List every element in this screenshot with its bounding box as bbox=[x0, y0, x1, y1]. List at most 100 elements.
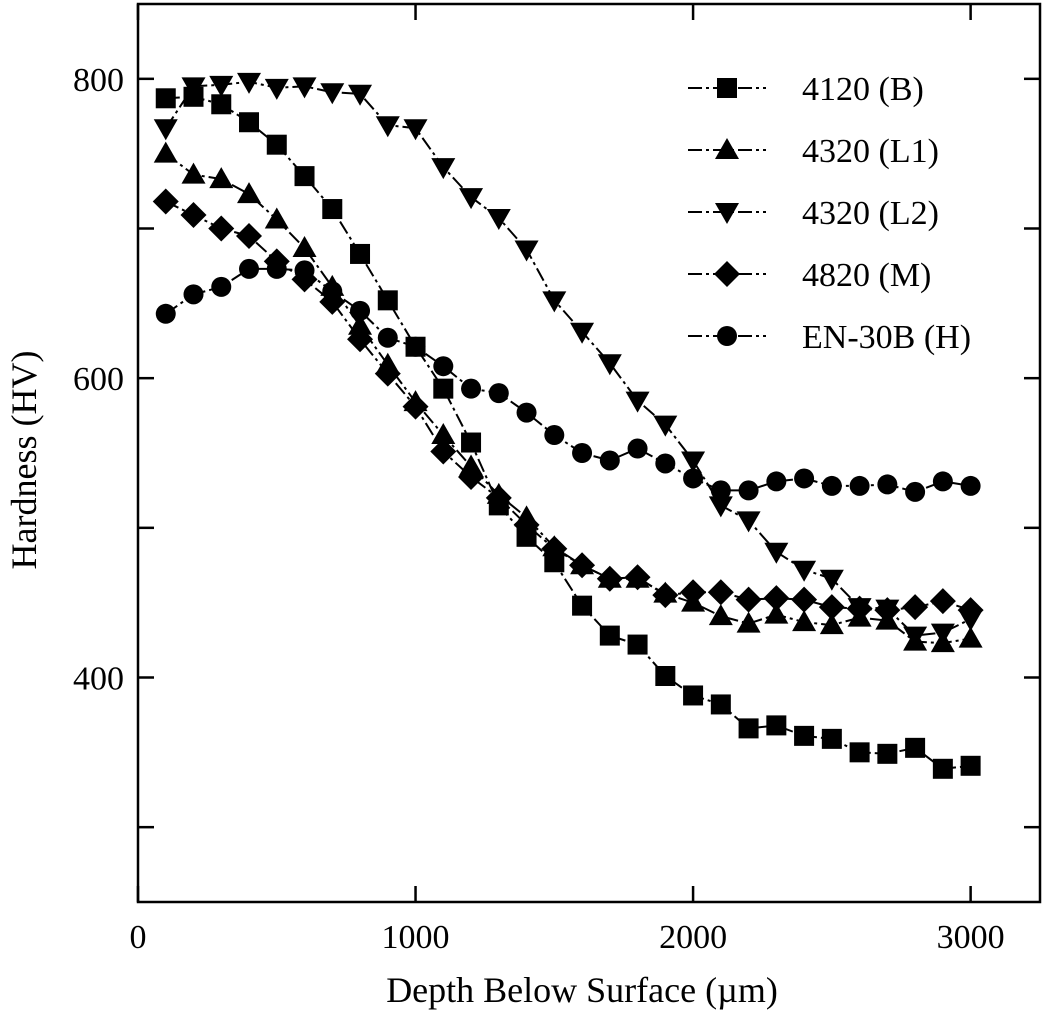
legend-entry: EN-30B (H) bbox=[688, 319, 971, 356]
data-point bbox=[433, 378, 454, 399]
data-point bbox=[905, 737, 926, 758]
data-point bbox=[211, 276, 232, 297]
data-point bbox=[377, 327, 398, 348]
data-point bbox=[541, 535, 568, 562]
data-point bbox=[655, 453, 676, 474]
data-point bbox=[905, 481, 926, 502]
data-point bbox=[350, 300, 371, 321]
data-point bbox=[736, 611, 761, 633]
y-tick-label: 800 bbox=[73, 62, 124, 99]
series-line bbox=[165, 152, 971, 645]
data-point bbox=[596, 565, 623, 592]
data-point bbox=[625, 391, 650, 413]
data-point bbox=[738, 718, 759, 739]
data-point bbox=[403, 119, 428, 141]
data-point bbox=[181, 77, 206, 99]
data-point bbox=[208, 215, 235, 242]
data-point bbox=[405, 336, 426, 357]
legend-marker bbox=[717, 326, 737, 346]
data-point bbox=[237, 182, 262, 204]
legend-marker bbox=[715, 203, 739, 224]
data-point bbox=[430, 438, 457, 465]
data-point bbox=[239, 258, 260, 279]
data-point bbox=[819, 569, 844, 591]
series-layer bbox=[152, 72, 984, 779]
series-0 bbox=[155, 86, 981, 779]
data-point bbox=[153, 119, 178, 141]
data-point bbox=[627, 634, 648, 655]
legend: 4120 (B) 4320 (L1) 4320 (L2) 4820 (M) EN-30B… bbox=[688, 71, 971, 356]
data-point bbox=[903, 626, 928, 648]
data-point bbox=[818, 594, 845, 621]
data-point bbox=[348, 84, 373, 106]
axes-layer: 0 1000 2000 3000 400 600 800 bbox=[73, 4, 1040, 956]
data-point bbox=[655, 666, 676, 687]
x-tick-label: 3000 bbox=[937, 919, 1005, 956]
y-axis-label: Hardness (HV) bbox=[4, 351, 44, 570]
data-point bbox=[821, 475, 842, 496]
data-point bbox=[152, 188, 179, 215]
data-point bbox=[155, 88, 176, 109]
data-point bbox=[514, 240, 539, 262]
data-point bbox=[683, 468, 704, 489]
data-point bbox=[707, 579, 734, 606]
plot-frame bbox=[136, 2, 1042, 904]
data-point bbox=[209, 75, 234, 97]
data-point bbox=[957, 597, 984, 624]
data-point bbox=[738, 480, 759, 501]
data-point bbox=[624, 564, 651, 591]
legend-label: 4320 (L2) bbox=[802, 195, 939, 232]
data-point bbox=[375, 116, 400, 138]
data-point bbox=[488, 383, 509, 404]
data-point bbox=[459, 188, 484, 210]
data-point bbox=[153, 141, 178, 163]
data-point bbox=[348, 313, 373, 335]
legend-label: 4120 (B) bbox=[802, 71, 924, 108]
data-point bbox=[710, 694, 731, 715]
legend-marker bbox=[717, 78, 737, 98]
data-point bbox=[960, 475, 981, 496]
data-point bbox=[599, 450, 620, 471]
data-point bbox=[736, 511, 761, 533]
series-3 bbox=[152, 188, 984, 624]
data-point bbox=[350, 243, 371, 264]
data-point bbox=[237, 72, 262, 94]
data-point bbox=[763, 585, 790, 612]
data-point bbox=[794, 468, 815, 489]
data-point bbox=[572, 595, 593, 616]
data-point bbox=[792, 560, 817, 582]
data-point bbox=[764, 542, 789, 564]
data-point bbox=[708, 496, 733, 518]
data-point bbox=[239, 112, 260, 133]
data-point bbox=[209, 167, 234, 189]
data-point bbox=[572, 443, 593, 463]
data-point bbox=[958, 626, 983, 648]
data-point bbox=[819, 613, 844, 635]
data-point bbox=[292, 77, 317, 99]
data-point bbox=[402, 393, 429, 420]
data-point bbox=[458, 463, 485, 490]
data-point bbox=[735, 586, 762, 613]
data-point bbox=[932, 471, 953, 492]
y-tick-label: 400 bbox=[73, 661, 124, 698]
series-4 bbox=[155, 258, 981, 502]
series-line bbox=[165, 267, 971, 493]
data-point bbox=[874, 597, 901, 624]
data-point bbox=[680, 579, 707, 606]
data-point bbox=[653, 415, 678, 437]
data-point bbox=[821, 728, 842, 749]
legend-label: 4320 (L1) bbox=[802, 133, 939, 170]
data-point bbox=[599, 625, 620, 646]
data-point bbox=[486, 209, 511, 231]
data-point bbox=[485, 484, 512, 511]
data-point bbox=[877, 474, 898, 495]
legend-entry: 4320 (L2) bbox=[688, 195, 939, 232]
data-point bbox=[766, 471, 787, 492]
data-point bbox=[569, 552, 596, 579]
data-point bbox=[902, 594, 929, 621]
data-point bbox=[347, 326, 374, 353]
x-tick-label: 0 bbox=[130, 919, 147, 956]
data-point bbox=[708, 604, 733, 626]
x-tick-label: 2000 bbox=[659, 919, 727, 956]
